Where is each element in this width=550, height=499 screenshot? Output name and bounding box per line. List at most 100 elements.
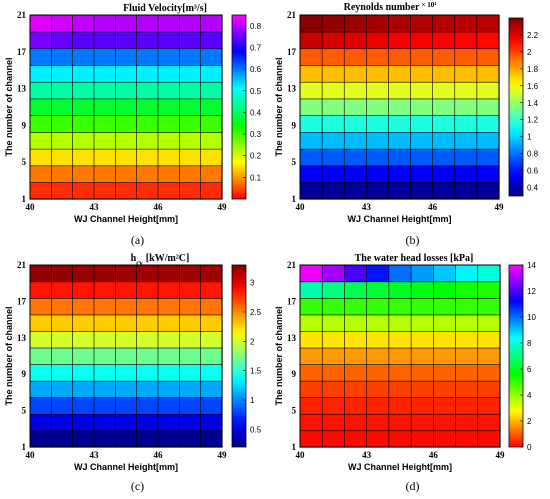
heatmap-cell bbox=[388, 297, 412, 316]
heatmap-cell bbox=[51, 131, 74, 150]
heatmap-cell bbox=[299, 314, 323, 332]
heatmap-cell bbox=[455, 430, 479, 448]
y-tick-label: 1 bbox=[22, 194, 27, 204]
heatmap-cell bbox=[433, 314, 457, 332]
heatmap-cell bbox=[432, 131, 456, 150]
heatmap-cell bbox=[115, 64, 138, 83]
heatmap-cell bbox=[29, 330, 52, 349]
heatmap-cell bbox=[179, 264, 202, 283]
heatmap-cell bbox=[93, 347, 116, 365]
heatmap-cell bbox=[29, 81, 52, 100]
plot-frame bbox=[29, 264, 223, 448]
heatmap-cell bbox=[51, 297, 74, 316]
heatmap-cell bbox=[299, 98, 323, 116]
heatmap-cell bbox=[432, 98, 456, 116]
x-tick-label: 40 bbox=[26, 202, 36, 212]
heatmap-cell bbox=[115, 297, 138, 316]
heatmap-cell bbox=[388, 165, 412, 183]
heatmap-cell bbox=[72, 330, 95, 349]
heatmap-cell bbox=[51, 48, 74, 66]
heatmap-cell bbox=[433, 397, 457, 415]
heatmap-cell bbox=[157, 397, 180, 415]
heatmap-cell bbox=[179, 81, 202, 100]
heatmap-cell bbox=[72, 347, 95, 365]
heatmap-cell bbox=[432, 81, 456, 100]
y-tick-label: 17 bbox=[287, 47, 297, 57]
heatmap-cell bbox=[433, 413, 457, 432]
colorbar-tick-label: 8 bbox=[527, 339, 532, 348]
heatmap-cell bbox=[299, 363, 323, 382]
heatmap-cell bbox=[72, 264, 95, 283]
heatmap-cell bbox=[299, 181, 323, 200]
heatmap-cell bbox=[136, 115, 159, 133]
x-tick-label: 49 bbox=[495, 202, 505, 212]
heatmap-cell bbox=[93, 115, 116, 133]
heatmap-cell bbox=[93, 363, 116, 382]
heatmap-cell bbox=[29, 314, 52, 332]
heatmap-cell bbox=[179, 64, 202, 83]
heatmap-cell bbox=[410, 264, 434, 283]
heatmap-cell bbox=[157, 347, 180, 365]
colorbar bbox=[508, 264, 524, 448]
heatmap-cell bbox=[157, 14, 180, 33]
colorbar bbox=[508, 17, 524, 197]
heatmap-cell bbox=[179, 48, 202, 66]
heatmap-cell bbox=[388, 14, 412, 33]
heatmap-cell bbox=[299, 330, 323, 349]
heatmap-cell bbox=[410, 430, 434, 448]
heatmap-cell bbox=[388, 181, 412, 200]
heatmap-cell bbox=[410, 181, 434, 200]
heatmap-cell bbox=[51, 281, 74, 299]
heatmap-cell bbox=[476, 31, 500, 50]
heatmap-cell bbox=[29, 48, 52, 66]
heatmap-cell bbox=[343, 14, 367, 33]
heatmap-cell bbox=[344, 413, 368, 432]
heatmap-cell bbox=[388, 98, 412, 116]
colorbar-tick-label: 10 bbox=[527, 313, 536, 322]
heatmap-cell bbox=[343, 31, 367, 50]
heatmap-cell bbox=[476, 98, 500, 116]
y-tick-label: 5 bbox=[22, 406, 27, 416]
heatmap-cell bbox=[388, 380, 412, 398]
colorbar-tick-label: 2 bbox=[250, 337, 255, 346]
heatmap-cell bbox=[200, 31, 223, 50]
heatmap-cell bbox=[157, 330, 180, 349]
heatmap-cell bbox=[200, 264, 223, 283]
colorbar-tick-label: 1 bbox=[527, 133, 532, 142]
heatmap-cell bbox=[157, 48, 180, 66]
heatmap-cell bbox=[72, 131, 95, 150]
heatmap-cell bbox=[321, 380, 346, 398]
heatmap-cell bbox=[200, 347, 223, 365]
heatmap-cell bbox=[115, 31, 138, 50]
heatmap-cell bbox=[366, 413, 390, 432]
heatmap-cell bbox=[200, 363, 223, 382]
colorbar-tick-label: 0.3 bbox=[250, 130, 262, 139]
y-tick-label: 9 bbox=[22, 369, 27, 379]
colorbar-tick-label: 0.8 bbox=[250, 22, 262, 31]
heatmap-cell bbox=[93, 131, 116, 150]
heatmap-cell bbox=[432, 181, 456, 200]
heatmap-cell bbox=[344, 314, 368, 332]
heatmap-cell bbox=[136, 181, 159, 200]
heatmap-cell bbox=[477, 397, 501, 415]
heatmap-cell bbox=[136, 81, 159, 100]
sub-caption-a: (a) bbox=[130, 233, 145, 247]
heatmap-cell bbox=[454, 165, 478, 183]
heatmap-cell bbox=[432, 48, 456, 66]
heatmap-cell bbox=[477, 330, 501, 349]
heatmap-cell bbox=[136, 330, 159, 349]
colorbar-tick-label: 12 bbox=[527, 287, 536, 296]
heatmap-cell bbox=[321, 330, 346, 349]
heatmap-cell bbox=[321, 131, 345, 150]
heatmap-cell bbox=[366, 98, 390, 116]
colorbar-tick-label: 2.5 bbox=[250, 308, 262, 317]
heatmap-cell bbox=[136, 31, 159, 50]
heatmap-cell bbox=[321, 430, 346, 448]
chart-title: hcv [kW/m²C] bbox=[131, 253, 190, 267]
heatmap-cell bbox=[29, 297, 52, 316]
heatmap-cell bbox=[299, 264, 323, 283]
heatmap-cell bbox=[321, 363, 346, 382]
heatmap-cell bbox=[200, 380, 223, 398]
